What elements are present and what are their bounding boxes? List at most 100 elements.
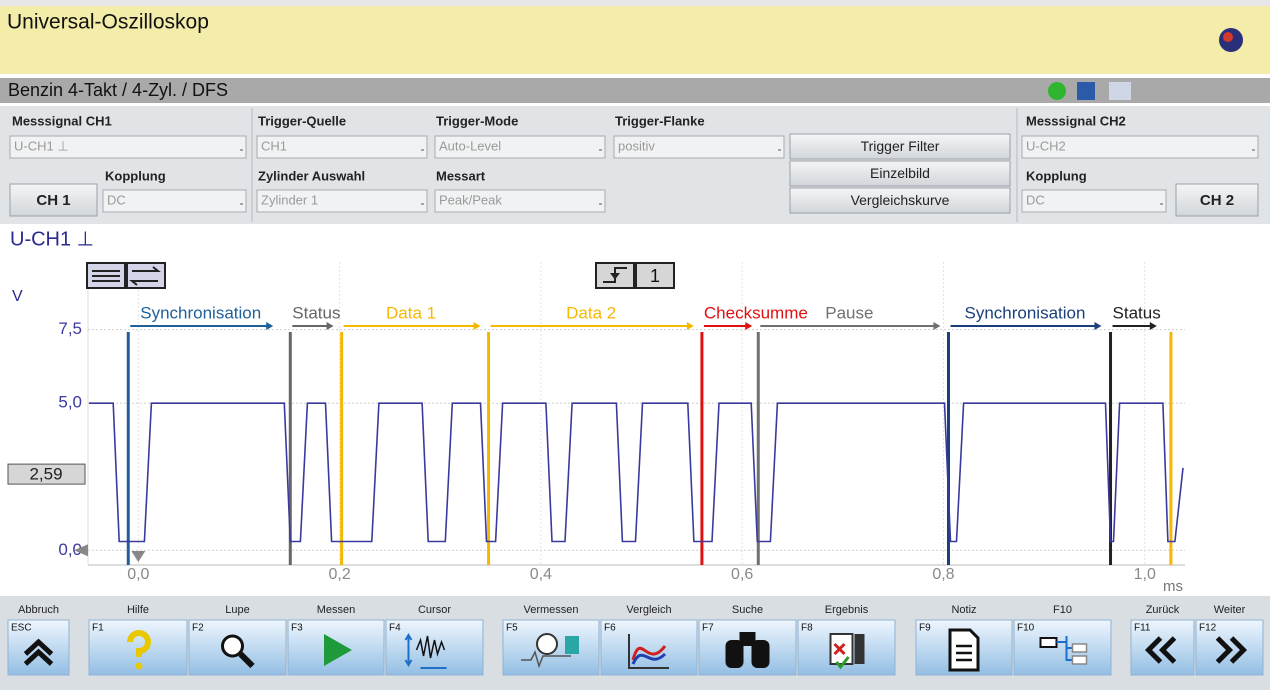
function-key-code: F10 bbox=[1017, 623, 1035, 634]
function-key-face bbox=[385, 619, 484, 676]
icon bbox=[404, 633, 413, 667]
function-key[interactable]: Messen F3 bbox=[287, 604, 385, 676]
dropdown[interactable]: Auto-Level bbox=[434, 135, 606, 159]
control-label: Kopplung bbox=[105, 168, 166, 183]
function-key-label: F10 bbox=[1053, 604, 1072, 616]
function-key-icon bbox=[23, 638, 54, 666]
button[interactable]: Trigger Filter bbox=[789, 133, 1011, 160]
dropdown-box bbox=[434, 135, 606, 159]
button-face bbox=[9, 183, 98, 217]
dropdown[interactable]: DC bbox=[1021, 189, 1167, 213]
function-key-face bbox=[1013, 619, 1112, 676]
channel-button[interactable] bbox=[635, 262, 675, 289]
dropdown-box bbox=[434, 189, 606, 213]
x-tick-label: 0,0 bbox=[127, 566, 149, 583]
function-key-icon bbox=[829, 633, 865, 670]
function-key[interactable]: Notiz F9 bbox=[915, 604, 1013, 676]
control-label: Messsignal CH2 bbox=[1026, 113, 1126, 128]
function-key-code: F8 bbox=[801, 623, 813, 634]
dropdown-box bbox=[102, 189, 247, 213]
x-tick-label: 0,8 bbox=[932, 566, 954, 583]
function-key-code: F3 bbox=[291, 623, 303, 634]
function-key-icon bbox=[521, 633, 579, 669]
waveform bbox=[89, 402, 1184, 543]
segment-label: Data 1 bbox=[386, 303, 436, 322]
dropdown[interactable]: Peak/Peak bbox=[434, 189, 606, 213]
y-unit: V bbox=[12, 288, 23, 305]
function-key-face bbox=[600, 619, 698, 676]
button[interactable]: CH 2 bbox=[1175, 183, 1259, 217]
function-key[interactable]: Vermessen F5 bbox=[502, 604, 600, 676]
segment-label: Checksumme bbox=[704, 303, 808, 322]
icon bbox=[238, 651, 255, 669]
function-key-label: Vergleich bbox=[626, 604, 671, 616]
function-key[interactable]: Hilfe F1 bbox=[88, 604, 188, 676]
button[interactable]: Vergleichskurve bbox=[789, 187, 1011, 214]
segment-label: Synchronisation bbox=[140, 303, 261, 322]
globe-icon bbox=[1219, 28, 1243, 52]
function-key[interactable]: Ergebnis F8 bbox=[797, 604, 896, 676]
dropdown[interactable]: positiv bbox=[613, 135, 785, 159]
y-tick-label: 0,0 bbox=[58, 540, 82, 559]
icon bbox=[415, 635, 446, 659]
function-key-icon bbox=[404, 633, 447, 669]
button-label: Einzelbild bbox=[870, 165, 930, 181]
function-key[interactable]: Zurück F11 bbox=[1130, 604, 1195, 676]
function-key[interactable]: Weiter F12 bbox=[1195, 604, 1264, 676]
dropdown[interactable]: CH1 bbox=[256, 135, 428, 159]
arrow-head bbox=[326, 322, 334, 330]
function-key[interactable]: Lupe F2 bbox=[188, 604, 287, 676]
segment-label: Pause bbox=[825, 303, 873, 322]
icon bbox=[1071, 655, 1088, 665]
icon bbox=[1144, 636, 1177, 664]
icon bbox=[536, 633, 558, 655]
cursor-box[interactable] bbox=[7, 463, 86, 485]
control-label: Trigger-Flanke bbox=[615, 113, 705, 128]
dropdown[interactable]: Zylinder 1 bbox=[256, 189, 428, 213]
icon bbox=[631, 645, 667, 661]
icon bbox=[751, 640, 770, 668]
icon bbox=[23, 638, 54, 666]
icon bbox=[1215, 636, 1248, 664]
button[interactable]: Einzelbild bbox=[789, 160, 1011, 187]
header bbox=[0, 6, 1270, 74]
gas-icon[interactable] bbox=[1109, 82, 1131, 100]
function-key-label: Messen bbox=[317, 604, 356, 616]
function-key-icon bbox=[725, 632, 770, 668]
function-key-label: Suche bbox=[732, 604, 763, 616]
icon bbox=[725, 640, 744, 668]
function-key-icon bbox=[221, 634, 255, 669]
function-key[interactable]: Abbruch ESC bbox=[7, 604, 70, 676]
arrow-head bbox=[1149, 322, 1157, 330]
function-key-label: Zurück bbox=[1146, 604, 1180, 616]
dropdown[interactable]: DC bbox=[102, 189, 247, 213]
dropdown-value: DC bbox=[1026, 192, 1045, 207]
segment-label: Synchronisation bbox=[964, 303, 1085, 322]
function-key-label: Lupe bbox=[225, 604, 249, 616]
function-key[interactable]: Cursor F4 bbox=[385, 604, 484, 676]
icon bbox=[1056, 636, 1073, 661]
dropdown-value: positiv bbox=[618, 138, 655, 153]
function-key-label: Notiz bbox=[951, 604, 976, 616]
swap-button[interactable] bbox=[126, 262, 166, 289]
function-key-icon bbox=[1144, 636, 1177, 664]
function-key-icon bbox=[324, 634, 352, 666]
button-face bbox=[789, 187, 1011, 214]
function-key[interactable]: Vergleich F6 bbox=[600, 604, 698, 676]
dropdown[interactable]: U-CH2 bbox=[1021, 135, 1259, 159]
function-key[interactable]: F10 F10 bbox=[1013, 604, 1112, 676]
function-key-label: Abbruch bbox=[18, 604, 59, 616]
dropdown-value: Peak/Peak bbox=[439, 192, 502, 207]
x-tick-label: 1,0 bbox=[1134, 566, 1156, 583]
dropdown-value: Zylinder 1 bbox=[261, 192, 318, 207]
dropdown[interactable]: U-CH1 ⊥ bbox=[9, 135, 247, 159]
icon bbox=[135, 662, 143, 670]
arrow-head bbox=[933, 322, 941, 330]
function-key-icon bbox=[127, 630, 151, 670]
vehicle-icon[interactable] bbox=[1077, 82, 1095, 100]
button[interactable]: CH 1 bbox=[9, 183, 98, 217]
arrow-head bbox=[686, 322, 694, 330]
function-key[interactable]: Suche F7 bbox=[698, 604, 797, 676]
